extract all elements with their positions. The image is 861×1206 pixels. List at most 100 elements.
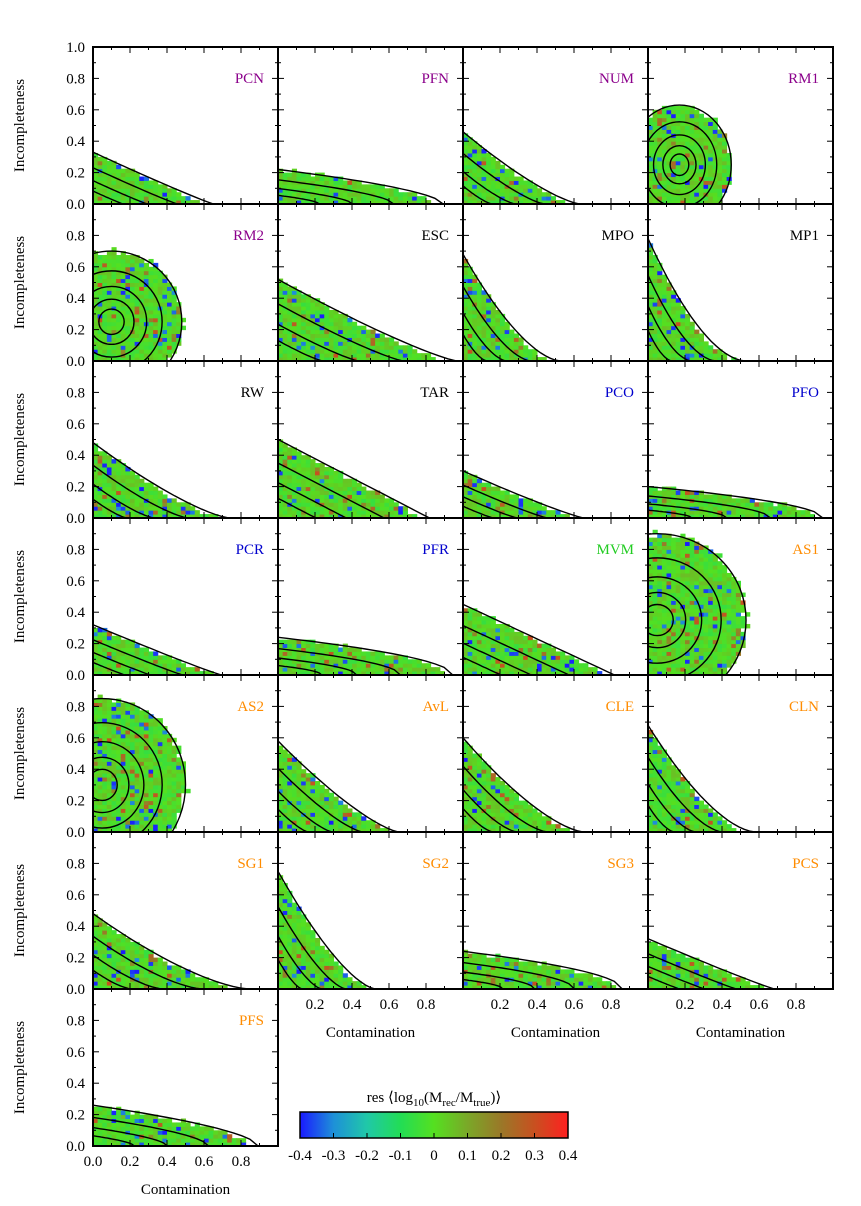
heatmap-cell xyxy=(111,463,117,468)
heatmap-cell xyxy=(504,506,510,511)
heatmap-cell xyxy=(463,270,469,276)
heatmap-cell xyxy=(291,345,298,350)
heatmap-cell xyxy=(328,309,335,315)
heatmap-cell xyxy=(703,600,709,605)
heatmap-cell xyxy=(407,349,413,354)
heatmap-cell xyxy=(703,584,709,590)
heatmap-cell xyxy=(143,333,150,338)
heatmap-cell xyxy=(291,655,298,660)
heatmap-cell xyxy=(278,184,284,189)
heatmap-cell xyxy=(675,576,681,582)
heatmap-cell xyxy=(476,145,483,150)
heatmap-cell xyxy=(93,667,99,672)
heatmap-cell xyxy=(328,486,335,492)
heatmap-cell xyxy=(287,317,293,323)
heatmap-cell xyxy=(463,180,469,185)
heatmap-cell xyxy=(333,470,339,476)
heatmap-cell xyxy=(476,200,483,204)
heatmap-cell xyxy=(143,353,150,358)
heatmap-cell xyxy=(555,663,561,668)
heatmap-cell xyxy=(550,510,557,515)
heatmap-cell xyxy=(324,498,330,503)
heatmap-cell xyxy=(282,443,288,448)
heatmap-cell xyxy=(648,176,654,181)
heatmap-cell xyxy=(698,576,705,582)
heatmap-cell xyxy=(287,463,293,468)
heatmap-cell xyxy=(139,671,145,675)
heatmap-cell xyxy=(685,490,691,495)
heatmap-cell xyxy=(712,184,718,189)
heatmap-cell xyxy=(125,286,131,291)
heatmap-cell xyxy=(120,266,126,272)
heatmap-cell xyxy=(504,172,510,178)
heatmap-cell xyxy=(310,313,316,319)
heatmap-cell xyxy=(513,663,520,668)
heatmap-cell xyxy=(421,200,427,204)
heatmap-cell xyxy=(495,494,501,499)
heatmap-cell xyxy=(661,141,668,146)
heatmap-cell xyxy=(97,317,103,323)
heatmap-cell xyxy=(509,635,515,641)
heatmap-cell xyxy=(134,325,140,331)
heatmap-cell xyxy=(393,510,399,515)
heatmap-cell xyxy=(134,278,140,283)
heatmap-cell xyxy=(648,298,654,303)
heatmap-cell xyxy=(476,313,483,319)
heatmap-cell xyxy=(509,337,515,342)
heatmap-cell xyxy=(139,663,145,668)
heatmap-cell xyxy=(513,196,520,201)
heatmap-cell xyxy=(694,565,700,570)
heatmap-cell xyxy=(486,302,492,307)
heatmap-cell xyxy=(481,616,487,621)
heatmap-cell xyxy=(120,341,126,346)
heatmap-cell xyxy=(518,184,524,189)
heatmap-cell xyxy=(319,321,325,327)
heatmap-cell xyxy=(310,463,316,468)
heatmap-cell xyxy=(328,180,335,185)
heatmap-cell xyxy=(97,282,103,287)
heatmap-cell xyxy=(463,306,469,311)
heatmap-cell xyxy=(143,663,150,668)
heatmap-cell xyxy=(296,337,302,342)
heatmap-cell xyxy=(671,105,677,111)
heatmap-cell xyxy=(698,337,705,342)
heatmap-cell xyxy=(282,506,288,511)
heatmap-cell xyxy=(717,168,723,174)
heatmap-cell xyxy=(287,200,293,204)
heatmap-cell xyxy=(708,592,714,597)
heatmap-cell xyxy=(102,168,108,174)
heatmap-cell xyxy=(278,443,284,448)
heatmap-cell xyxy=(689,502,695,507)
heatmap-cell xyxy=(657,121,663,126)
heatmap-cell xyxy=(495,160,501,166)
heatmap-cell xyxy=(305,639,311,645)
heatmap-cell xyxy=(467,137,473,142)
heatmap-cell xyxy=(518,639,524,645)
contour-line xyxy=(93,167,178,204)
heatmap-cell xyxy=(287,510,293,515)
heatmap-cell xyxy=(134,349,140,354)
heatmap-cell xyxy=(153,510,159,515)
heatmap-cell xyxy=(652,651,658,656)
heatmap-cell xyxy=(504,659,510,664)
heatmap-cells xyxy=(463,133,566,204)
heatmap-cell xyxy=(671,125,677,130)
heatmap-cell xyxy=(134,258,140,264)
heatmap-cell xyxy=(708,184,714,189)
heatmap-cell xyxy=(97,255,103,260)
heatmap-cell xyxy=(365,184,372,189)
heatmap-cell xyxy=(500,357,506,361)
heatmap-cell xyxy=(703,188,709,193)
heatmap-cell xyxy=(333,184,339,189)
heatmap-cell xyxy=(342,313,348,319)
heatmap-cell xyxy=(305,321,311,327)
heatmap-cell xyxy=(148,502,154,507)
heatmap-cell xyxy=(301,643,307,649)
heatmap-cell xyxy=(680,164,686,170)
heatmap-cell xyxy=(671,172,677,178)
heatmap-cell xyxy=(463,321,469,327)
heatmap-cell xyxy=(384,188,390,193)
heatmap-cell xyxy=(282,466,288,472)
heatmap-cell xyxy=(805,510,811,515)
heatmap-cell xyxy=(467,647,473,652)
